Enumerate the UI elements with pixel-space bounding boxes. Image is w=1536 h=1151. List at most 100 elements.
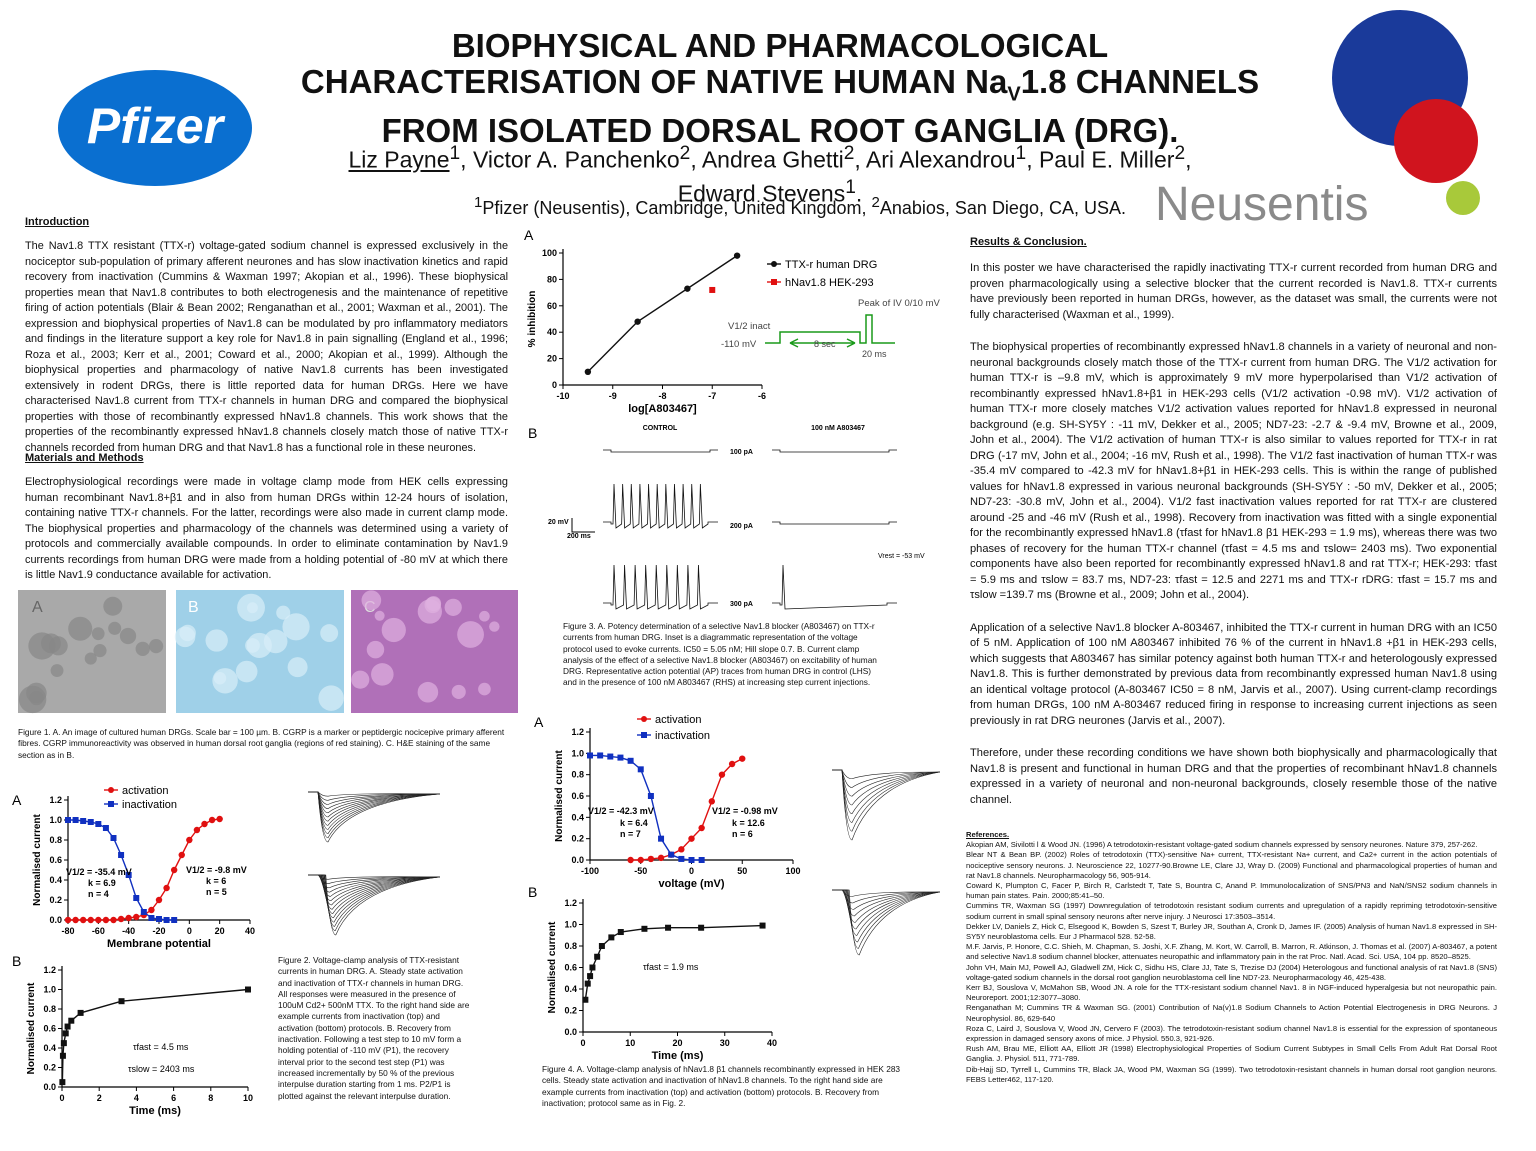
author-affil: 2 — [679, 143, 691, 164]
data-point — [186, 836, 193, 844]
inset-label: -110 mV — [721, 339, 757, 350]
data-point — [163, 884, 170, 892]
annotation: V1/2 = -9.8 mV — [186, 865, 247, 875]
current-trace — [308, 791, 441, 809]
data-point — [688, 857, 695, 863]
annotation: τslow = 2403 ms — [128, 1064, 195, 1074]
data-point — [156, 916, 162, 922]
data-point — [77, 1009, 84, 1016]
x-tick-label: -100 — [581, 866, 599, 876]
x-tick-label: -8 — [658, 391, 666, 401]
scale-label: 200 ms — [567, 533, 591, 540]
data-point — [216, 815, 223, 823]
author-affil: 1 — [1015, 143, 1027, 164]
data-point — [627, 856, 634, 864]
annotation: n = 6 — [732, 829, 753, 839]
references: References. Akopian AM, Sivilotti l & Wo… — [966, 830, 1497, 1085]
title: BIOPHYSICAL AND PHARMACOLOGICAL CHARACTE… — [240, 28, 1320, 149]
data-point — [59, 1052, 66, 1059]
cell — [318, 685, 344, 711]
reference-list: Akopian AM, Sivilotti l & Wood JN. (1996… — [966, 840, 1497, 1085]
data-point — [589, 964, 596, 971]
legend-marker — [771, 279, 777, 285]
y-tick-label: 0.4 — [571, 812, 584, 822]
data-point — [698, 857, 705, 863]
author: Liz Payne — [348, 146, 450, 173]
author-affil: 2 — [843, 143, 855, 164]
data-point — [587, 973, 594, 980]
references-heading: References. — [966, 830, 1010, 839]
y-tick-label: 0.6 — [49, 855, 62, 865]
data-point — [637, 766, 644, 773]
data-point — [133, 913, 140, 921]
caption: Figure 4. A. Voltage-clamp analysis of h… — [542, 1064, 901, 1108]
cell — [235, 660, 258, 683]
data-point — [125, 872, 132, 878]
inset-label: V1/2 inact — [728, 321, 771, 332]
y-tick-label: 80 — [547, 274, 557, 284]
cell — [84, 652, 97, 665]
affiliation: 1Pfizer (Neusentis), Cambridge, United K… — [240, 194, 1360, 219]
y-tick-label: 40 — [547, 327, 557, 337]
y-tick-label: 0.8 — [571, 770, 584, 780]
reference: Renganathan M; Cummins TR & Waxman SG. (… — [966, 1003, 1497, 1023]
y-tick-label: 1.0 — [49, 815, 62, 825]
x-tick-label: 6 — [171, 1093, 176, 1103]
legend-label: inactivation — [122, 799, 177, 811]
reference: Coward K, Plumpton C, Facer P, Birch R, … — [966, 881, 1497, 901]
legend-marker — [108, 787, 114, 793]
cell — [149, 639, 164, 654]
y-tick-label: 1.2 — [571, 727, 584, 737]
cell — [351, 670, 370, 689]
data-point — [64, 916, 72, 924]
inset-label: 8 sec — [814, 339, 836, 349]
y-tick-label: 0.8 — [43, 1004, 56, 1014]
author: . — [855, 180, 863, 207]
data-point — [148, 915, 155, 921]
data-point — [87, 916, 94, 924]
data-point — [117, 915, 125, 923]
data-point — [72, 916, 79, 924]
x-axis-label: Membrane potential — [107, 938, 211, 950]
y-tick-label: 0.8 — [49, 835, 62, 845]
y-tick-label: 100 — [542, 248, 557, 258]
data-point — [102, 916, 110, 924]
author: , Ari Alexandrou — [854, 146, 1016, 173]
y-tick-label: 20 — [547, 354, 557, 364]
current-trace — [832, 769, 941, 832]
caption: Figure 3. A. Potency determination of a … — [563, 621, 877, 688]
current-trace — [308, 791, 441, 826]
data-point — [718, 771, 726, 778]
trace-column-label: CONTROL — [643, 425, 678, 432]
data-point — [102, 825, 109, 831]
data-point — [584, 980, 591, 987]
x-tick-label: -50 — [634, 866, 647, 876]
reference: Dib-Hajj SD, Tyrrell L, Cummins TR, Blac… — [966, 1064, 1497, 1084]
y-axis-label: Normalised current — [547, 921, 558, 1013]
data-point — [245, 986, 251, 993]
data-point — [95, 916, 102, 924]
current-trace — [832, 769, 941, 823]
current-trace — [308, 791, 441, 822]
fit-line — [587, 255, 738, 373]
data-point — [698, 824, 705, 832]
x-tick-label: 20 — [672, 1038, 682, 1048]
step-label: 200 pA — [730, 523, 753, 530]
x-tick-label: 40 — [245, 926, 255, 936]
author: Edward Stevens — [677, 180, 846, 207]
data-point — [597, 752, 604, 759]
data-point — [587, 752, 593, 759]
cell — [29, 690, 44, 706]
data-point — [65, 817, 71, 823]
panel-label: B — [528, 884, 537, 900]
vrest-label: Vrest = -53 mV — [878, 553, 925, 560]
y-tick-label: 0.2 — [43, 1063, 56, 1073]
data-point — [733, 252, 741, 259]
paragraph: Application of a selective Nav1.8 blocke… — [970, 621, 1497, 727]
current-trace — [308, 791, 441, 843]
data-point — [95, 821, 102, 827]
paragraph: Electrophysiological recordings were mad… — [25, 476, 508, 581]
affil-text: Pfizer (Neusentis), Cambridge, United Ki… — [482, 198, 872, 218]
ap-trace — [772, 449, 897, 453]
